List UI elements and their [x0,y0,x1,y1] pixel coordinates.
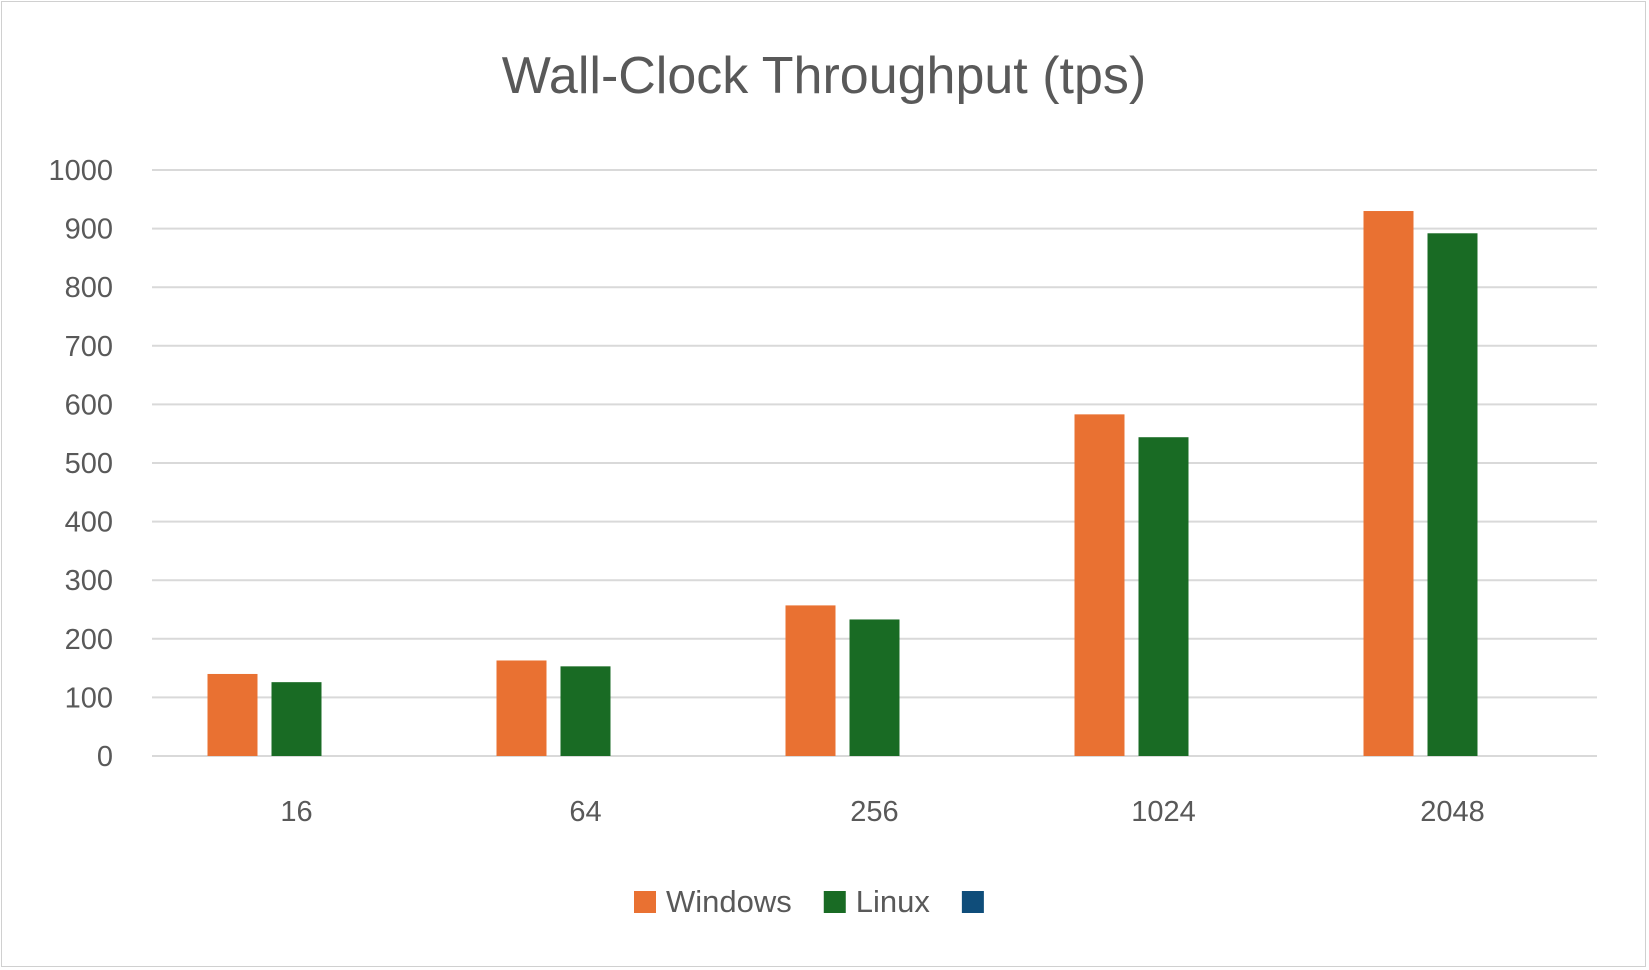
y-tick-label: 700 [65,331,113,363]
legend-swatch [961,891,984,913]
bar-windows [496,660,547,756]
chart-title: Wall-Clock Throughput (tps) [502,47,1146,105]
legend: Windows Linux [634,884,984,919]
bar-linux [1427,233,1478,757]
bar-linux [1138,437,1189,756]
y-axis-ticks: 0 100 200 300 400 500 600 700 800 900 1000 [48,155,113,773]
x-tick-label: 2048 [1420,796,1485,828]
y-tick-label: 0 [97,741,113,773]
legend-swatch [634,891,656,913]
x-axis-ticks: 16 64 256 1024 2048 [280,796,1484,828]
y-tick-label: 300 [65,565,113,597]
bar-windows [207,673,258,756]
legend-swatch [823,891,846,913]
bar-windows [1363,211,1414,756]
x-tick-label: 64 [569,796,601,828]
y-tick-label: 800 [65,272,113,304]
bar-linux [271,682,322,756]
y-tick-label: 200 [65,624,113,656]
y-tick-label: 500 [65,448,113,480]
legend-label: Linux [856,884,931,919]
x-tick-label: 1024 [1131,796,1196,828]
bars [207,211,1478,757]
bar-linux [849,619,900,756]
y-tick-label: 100 [65,682,113,714]
x-tick-label: 16 [280,796,312,828]
y-tick-label: 900 [65,214,113,246]
bar-windows [1074,414,1125,756]
legend-label: Windows [666,884,792,919]
x-tick-label: 256 [850,796,898,828]
y-tick-label: 1000 [48,155,113,187]
y-tick-label: 400 [65,507,113,539]
bar-linux [560,666,611,756]
y-tick-label: 600 [65,389,113,421]
bar-windows [785,605,836,756]
